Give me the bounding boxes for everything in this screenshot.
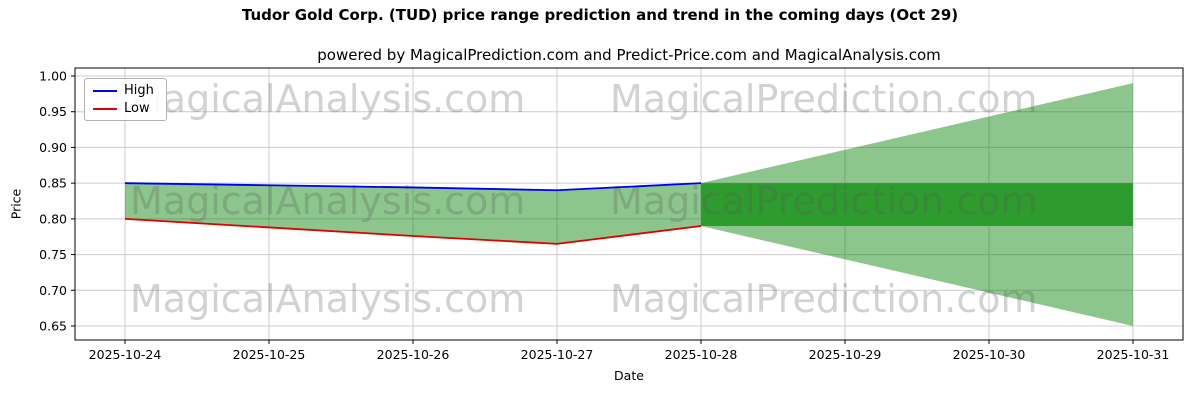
y-tick-label: 0.85	[39, 176, 67, 191]
y-tick-label: 0.80	[39, 211, 67, 226]
x-tick-label: 2025-10-25	[233, 347, 306, 362]
y-tick-label: 0.75	[39, 247, 67, 262]
y-tick-label: 0.90	[39, 140, 67, 155]
watermark-text: MagicalAnalysis.com	[130, 77, 525, 121]
history-range-band	[125, 183, 701, 244]
watermark-text: MagicalAnalysis.com	[130, 277, 525, 321]
legend-label-low: Low	[124, 101, 150, 116]
legend-label-high: High	[124, 83, 154, 98]
y-axis-label: Price	[8, 188, 24, 220]
y-tick-label: 1.00	[39, 69, 67, 84]
watermark-text: MagicalPrediction.com	[610, 77, 1038, 121]
x-tick-label: 2025-10-30	[953, 347, 1026, 362]
x-tick-label: 2025-10-31	[1097, 347, 1170, 362]
x-axis-label: Date	[614, 368, 644, 383]
chart-title: Tudor Gold Corp. (TUD) price range predi…	[241, 6, 959, 24]
watermark-text: MagicalPrediction.com	[610, 277, 1038, 321]
legend-item-low: Low	[93, 102, 154, 115]
high-line-swatch	[93, 89, 117, 92]
low-line-swatch	[93, 107, 117, 110]
watermark-text: MagicalPrediction.com	[610, 179, 1038, 223]
x-tick-label: 2025-10-24	[89, 347, 162, 362]
axes-frame	[74, 67, 1184, 341]
x-tick-label: 2025-10-27	[521, 347, 594, 362]
x-tick-label: 2025-10-26	[377, 347, 450, 362]
y-tick-label: 0.70	[39, 283, 67, 298]
high-line	[124, 182, 702, 192]
y-tick-label: 0.95	[39, 104, 67, 119]
low-line	[124, 217, 702, 245]
legend-item-high: High	[93, 84, 154, 97]
x-tick-label: 2025-10-28	[665, 347, 738, 362]
chart-subtitle: powered by MagicalPrediction.com and Pre…	[317, 46, 941, 64]
chart-legend: High Low	[84, 78, 167, 121]
x-tick-label: 2025-10-29	[809, 347, 882, 362]
forecast-core-band	[701, 183, 1133, 226]
y-tick-label: 0.65	[39, 319, 67, 334]
